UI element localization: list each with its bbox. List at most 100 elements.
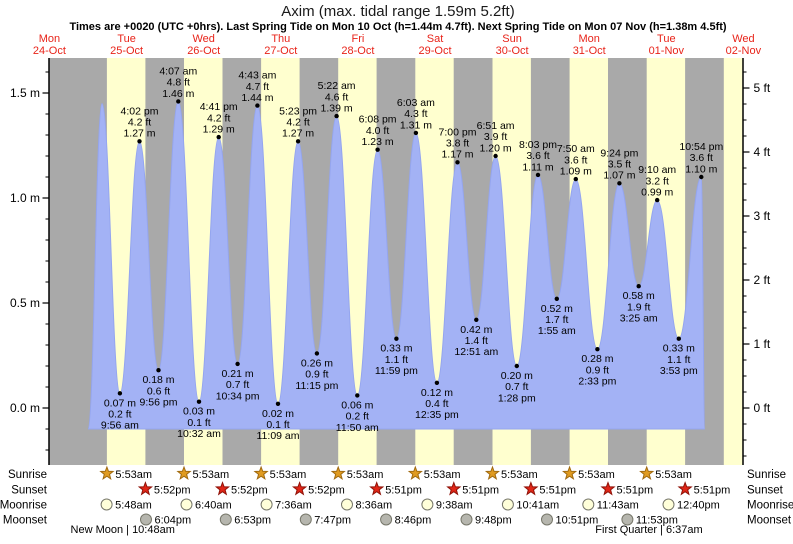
daylight-band — [723, 58, 743, 465]
tide-high-label: 4:07 am — [159, 65, 197, 77]
sunset-time: 5:52pm — [308, 485, 345, 497]
tide-high-label: 1.46 m — [162, 88, 194, 100]
day-weekday: Sat — [427, 33, 444, 45]
sunrise-time: 5:53am — [424, 469, 461, 481]
tide-low-label: 0.07 m — [104, 397, 136, 409]
tide-low-label: 0.52 m — [541, 303, 573, 315]
sunrise-time: 5:53am — [655, 469, 692, 481]
sunset-icon — [291, 481, 308, 496]
day-weekday: Sun — [502, 33, 522, 45]
sunrise-icon — [639, 465, 655, 480]
sunrise-icon — [176, 465, 192, 480]
tide-high-label: 4.0 ft — [366, 125, 389, 137]
tide-high-label: 4.7 ft — [246, 81, 269, 93]
sunset-time: 5:51pm — [617, 485, 654, 497]
moonset-time: 6:53pm — [234, 515, 271, 527]
tide-low-label: 10:34 pm — [216, 390, 260, 402]
tide-high-label: 3.5 ft — [608, 159, 631, 171]
tide-low-label: 0.33 m — [380, 343, 412, 355]
moonset-icon — [460, 513, 473, 526]
tide-low-label: 0.1 ft — [187, 417, 210, 429]
day-date: 26-Oct — [187, 45, 220, 57]
tide-low-label: 10:32 am — [177, 428, 221, 440]
tide-dot — [636, 284, 641, 289]
axes: 0.0 m 0.5 m 1.0 m 1.5 m 0 ft 1 ft 2 ft 3 ft 4 ft… — [10, 58, 771, 465]
right-tick-label: 4 ft — [754, 145, 771, 159]
sun-moon-rows: 5:53am 5:53am 5:53am 5:53am 5:53am 5:53am 5:53… — [71, 465, 730, 536]
tide-low-label: 11:59 pm — [375, 365, 418, 377]
tide-low-label: 12:35 pm — [415, 409, 459, 421]
tide-low-label: 0.7 ft — [505, 381, 528, 393]
tide-high-label: 3.6 ft — [690, 152, 713, 164]
tide-high-label: 7:00 pm — [439, 126, 477, 138]
tide-dot — [699, 174, 704, 180]
tide-low-label: 0.12 m — [421, 387, 453, 399]
tide-high-label: 4.2 ft — [286, 117, 309, 129]
day-weekday: Wed — [732, 33, 754, 45]
tide-high-label: 4.3 ft — [404, 108, 427, 120]
tide-high-label: 10:54 pm — [679, 141, 723, 153]
sunrise-icon — [253, 465, 269, 480]
tide-dot — [554, 296, 559, 301]
day-weekday: Mon — [578, 33, 599, 45]
moonrise-icon — [582, 498, 595, 511]
tide-low-label: 1.4 ft — [465, 335, 488, 347]
tide-high-label: 4.2 ft — [128, 117, 151, 129]
row-label-sunrise-left: Sunrise — [8, 469, 47, 481]
tide-high-label: 3.9 ft — [484, 131, 507, 143]
sunset-icon — [446, 481, 462, 496]
tide-high-label: 1.20 m — [480, 142, 512, 154]
right-tick-label: 1 ft — [754, 337, 771, 351]
tide-dot — [535, 172, 541, 178]
tide-dot — [235, 361, 240, 367]
day-weekday: Mon — [39, 33, 60, 45]
tide-high-label: 6:51 am — [477, 120, 515, 132]
tide-dot — [655, 197, 660, 203]
day-weekday: Thu — [271, 33, 290, 45]
tide-low-label: 1:55 am — [538, 325, 576, 337]
sunset-icon — [369, 481, 385, 496]
tide-dot — [156, 368, 161, 373]
tide-high-label: 4.2 ft — [207, 112, 230, 124]
sunset-icon — [214, 481, 231, 496]
moonrise-icon — [421, 498, 434, 511]
tide-high-label: 9:10 am — [638, 164, 676, 176]
tide-low-label: 0.1 ft — [266, 419, 289, 431]
moonset-icon — [140, 513, 152, 526]
row-label-sunrise-right: Sunrise — [747, 469, 786, 481]
moonset-icon — [299, 513, 312, 526]
sunset-icon — [523, 481, 539, 496]
day-date: 29-Oct — [418, 45, 451, 57]
tide-dot — [676, 336, 681, 341]
sunrise-icon — [562, 465, 578, 480]
sunset-time: 5:51pm — [385, 485, 422, 497]
tide-dot — [216, 134, 221, 140]
moonrise-icon — [501, 498, 514, 511]
tide-low-label: 0.9 ft — [305, 369, 328, 381]
tide-dot — [413, 130, 419, 136]
sunset-icon — [600, 481, 616, 496]
tide-low-label: 11:50 am — [336, 422, 379, 434]
tide-low-label: 1.9 ft — [627, 301, 650, 313]
tide-low-label: 0.4 ft — [425, 398, 448, 410]
sunset-time: 5:52pm — [154, 485, 191, 497]
tide-low-label: 0.26 m — [301, 357, 333, 369]
tide-dot — [434, 380, 440, 385]
tide-high-label: 1.09 m — [560, 166, 592, 178]
tide-dot — [196, 399, 202, 404]
tide-low-label: 1.1 ft — [667, 354, 690, 366]
moonrise-time: 10:41am — [516, 500, 559, 512]
row-label-moonset-left: Moonset — [3, 515, 48, 527]
tide-low-label: 0.2 ft — [108, 409, 131, 421]
tide-low-label: 0.58 m — [623, 290, 655, 302]
tide-dot — [275, 401, 281, 406]
moonset-time: 6:04pm — [155, 515, 192, 527]
tide-low-label: 0.2 ft — [346, 411, 369, 423]
sunrise-icon — [330, 465, 346, 480]
row-label-moonrise-right: Moonrise — [747, 500, 793, 512]
tide-extreme-labels: 0.07 m0.2 ft9:56 am4:02 pm4.2 ft1.27 m0.… — [101, 65, 724, 442]
tide-high-label: 3.2 ft — [646, 175, 669, 187]
tide-dot — [355, 393, 360, 398]
tide-high-label: 4:41 pm — [200, 101, 238, 113]
